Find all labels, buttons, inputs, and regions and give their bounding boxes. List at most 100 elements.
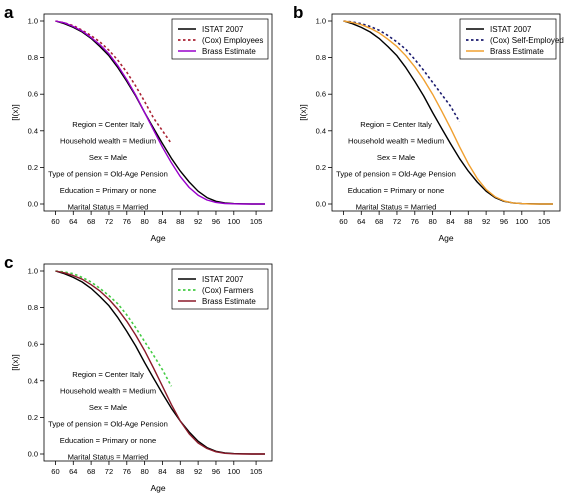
x-tick-label: 80: [428, 217, 436, 226]
x-tick-label: 64: [69, 217, 77, 226]
x-tick-label: 84: [446, 217, 454, 226]
annotation-0: Region = Center Italy: [72, 370, 144, 379]
annotation-1: Household wealth = Medium: [60, 137, 156, 146]
legend-label-0: ISTAT 2007: [202, 275, 244, 284]
legend-label-1: (Cox) Employees: [202, 36, 263, 45]
y-tick-label: 0.2: [28, 163, 38, 172]
x-tick-label: 76: [123, 217, 131, 226]
annotation-1: Household wealth = Medium: [348, 137, 444, 146]
legend-label-2: Brass Estimate: [202, 47, 256, 56]
x-tick-label: 72: [393, 217, 401, 226]
y-tick-label: 0.6: [28, 90, 38, 99]
x-tick-label: 76: [123, 467, 131, 476]
series-line-2: [343, 20, 553, 205]
annotation-2: Sex = Male: [89, 153, 127, 162]
x-tick-label: 68: [375, 217, 383, 226]
x-axis-title: Age: [438, 233, 453, 243]
series-line-1: [343, 20, 461, 122]
annotation-4: Education = Primary or none: [348, 186, 444, 195]
annotation-0: Region = Center Italy: [360, 120, 432, 129]
y-tick-label: 0.8: [316, 53, 326, 62]
legend-box: [171, 18, 269, 60]
series-line-1: [55, 20, 173, 145]
y-tick-label: 1.0: [316, 17, 326, 26]
legend-label-2: Brass Estimate: [202, 297, 256, 306]
y-tick-label: 1.0: [28, 267, 38, 276]
x-tick-label: 68: [87, 467, 95, 476]
y-tick-label: 0.0: [28, 200, 38, 209]
series-line-2: [55, 270, 265, 455]
x-tick-label: 64: [69, 467, 77, 476]
y-tick-label: 0.6: [316, 90, 326, 99]
annotation-3: Type of pension = Old-Age Pension: [48, 420, 168, 429]
x-tick-label: 105: [538, 217, 551, 226]
chart-panel-b: b 0.0 0.2 0.4 0.6 0.8 1.0 60 64 68 72 76 80 84 88 92 96 1…: [293, 3, 564, 243]
annotation-5: Marital Status = Married: [68, 453, 149, 462]
x-tick-label: 64: [357, 217, 365, 226]
legend-label-0: ISTAT 2007: [490, 25, 532, 34]
x-tick-label: 80: [140, 467, 148, 476]
y-tick-label: 0.8: [28, 53, 38, 62]
x-tick-label: 92: [194, 467, 202, 476]
x-tick-label: 72: [105, 217, 113, 226]
panel-letter: b: [293, 3, 303, 22]
x-tick-label: 92: [482, 217, 490, 226]
y-tick-label: 0.8: [28, 303, 38, 312]
y-tick-label: 0.0: [316, 200, 326, 209]
y-tick-label: 0.6: [28, 340, 38, 349]
x-tick-label: 105: [250, 217, 263, 226]
panel-letter: c: [4, 253, 13, 272]
legend-box: [171, 268, 269, 310]
y-tick-label: 0.2: [316, 163, 326, 172]
plot-frame: [331, 13, 561, 212]
x-tick-label: 88: [176, 217, 184, 226]
x-tick-label: 100: [228, 217, 241, 226]
annotation-5: Marital Status = Married: [68, 203, 149, 212]
annotation-2: Sex = Male: [89, 403, 127, 412]
annotation-4: Education = Primary or none: [60, 436, 156, 445]
x-tick-label: 84: [158, 217, 166, 226]
plot-frame: [43, 13, 273, 212]
annotation-0: Region = Center Italy: [72, 120, 144, 129]
annotation-2: Sex = Male: [377, 153, 415, 162]
plot-frame: [43, 263, 273, 462]
x-axis-title: Age: [150, 483, 165, 493]
series-line-1: [55, 270, 173, 387]
y-tick-label: 0.4: [28, 376, 38, 385]
chart-panel-c: c 0.0 0.2 0.4 0.6 0.8 1.0 60 64 68 72 76 80 84 88 92 96 1…: [4, 253, 273, 493]
x-tick-label: 96: [212, 467, 220, 476]
x-tick-label: 72: [105, 467, 113, 476]
x-tick-label: 100: [516, 217, 529, 226]
x-tick-label: 100: [228, 467, 241, 476]
x-axis-title: Age: [150, 233, 165, 243]
annotation-3: Type of pension = Old-Age Pension: [336, 170, 456, 179]
annotation-4: Education = Primary or none: [60, 186, 156, 195]
legend-label-1: (Cox) Self-Employed: [490, 36, 564, 45]
annotation-5: Marital Status = Married: [356, 203, 437, 212]
x-tick-label: 96: [500, 217, 508, 226]
y-tick-label: 1.0: [28, 17, 38, 26]
x-tick-label: 68: [87, 217, 95, 226]
y-tick-label: 0.0: [28, 450, 38, 459]
x-tick-label: 80: [140, 217, 148, 226]
x-tick-label: 60: [51, 217, 59, 226]
x-tick-label: 92: [194, 217, 202, 226]
annotation-1: Household wealth = Medium: [60, 387, 156, 396]
x-tick-label: 76: [411, 217, 419, 226]
legend-label-0: ISTAT 2007: [202, 25, 244, 34]
y-axis-title: [l(x)]: [298, 104, 308, 121]
x-tick-label: 88: [464, 217, 472, 226]
x-tick-label: 60: [51, 467, 59, 476]
chart-panel-a: a 0.0 0.2 0.4 0.6 0.8 1.0 60 64 68 72 76 80 84 88 92 96 1…: [4, 3, 273, 243]
series-line-2: [55, 20, 265, 205]
x-tick-label: 60: [339, 217, 347, 226]
x-tick-label: 88: [176, 467, 184, 476]
x-tick-label: 96: [212, 217, 220, 226]
y-tick-label: 0.4: [28, 126, 38, 135]
panel-letter: a: [4, 3, 14, 22]
x-tick-label: 105: [250, 467, 263, 476]
legend-label-2: Brass Estimate: [490, 47, 544, 56]
y-tick-label: 0.2: [28, 413, 38, 422]
annotation-3: Type of pension = Old-Age Pension: [48, 170, 168, 179]
